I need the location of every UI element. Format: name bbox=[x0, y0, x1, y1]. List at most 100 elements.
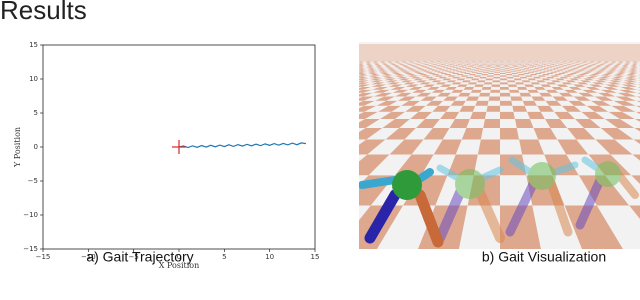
caption-a: a) Gait Trajectory bbox=[86, 249, 193, 265]
floor-tile bbox=[492, 64, 496, 65]
floor-tile bbox=[472, 63, 477, 64]
floor-tile bbox=[485, 62, 489, 63]
floor-tile bbox=[500, 65, 504, 66]
floor-tile bbox=[517, 66, 522, 67]
floor-tile bbox=[329, 84, 347, 87]
floor-tile bbox=[238, 155, 302, 176]
floor-tile bbox=[500, 72, 506, 73]
floor-tile bbox=[489, 62, 493, 63]
floor-tile bbox=[340, 71, 351, 72]
floor-tile bbox=[314, 90, 335, 93]
floor-tile bbox=[264, 155, 323, 176]
floor-tile bbox=[474, 84, 484, 87]
floor-tile bbox=[511, 101, 524, 106]
floor-tile bbox=[479, 70, 485, 71]
floor-tile bbox=[505, 69, 510, 70]
floor-tile bbox=[505, 66, 510, 67]
section-title: Results bbox=[0, 0, 87, 25]
floor-tile bbox=[494, 74, 500, 75]
floor-tile bbox=[479, 77, 487, 79]
floor-tile bbox=[478, 62, 482, 63]
floor-tile bbox=[329, 75, 343, 77]
y-tick-label: −15 bbox=[23, 245, 38, 253]
floor-tile bbox=[342, 77, 356, 79]
floor-tile bbox=[500, 90, 510, 93]
floor-tile bbox=[350, 62, 358, 63]
floor-tile bbox=[290, 112, 324, 119]
floor-tile bbox=[478, 62, 482, 63]
floor-tile bbox=[476, 73, 483, 74]
floor-tile bbox=[339, 66, 348, 67]
floor-tile bbox=[343, 66, 353, 67]
floor-tile bbox=[475, 101, 488, 106]
floor-tile bbox=[343, 74, 356, 75]
floor-tile bbox=[512, 73, 519, 74]
floor-tile bbox=[513, 77, 521, 79]
floor-tile bbox=[473, 77, 481, 79]
floor-tile bbox=[332, 73, 345, 74]
floor-tile bbox=[520, 69, 526, 70]
trajectory-line bbox=[179, 143, 306, 148]
floor-tile bbox=[500, 106, 514, 112]
floor-tile bbox=[521, 65, 526, 66]
floor-tile bbox=[510, 68, 515, 69]
robot-body bbox=[528, 162, 556, 190]
y-tick-label: 10 bbox=[29, 75, 38, 83]
floor-tile bbox=[500, 70, 505, 71]
floor-tile bbox=[478, 140, 500, 155]
floor-tile bbox=[519, 67, 524, 68]
floor-tile bbox=[495, 66, 500, 67]
y-tick-label: 5 bbox=[34, 109, 38, 117]
floor-tile bbox=[517, 72, 523, 73]
floor-tile bbox=[345, 64, 353, 65]
floor-tile bbox=[481, 128, 500, 140]
floor-tile bbox=[311, 93, 334, 97]
floor-tile bbox=[511, 63, 515, 64]
floor-tile bbox=[500, 63, 504, 64]
floor-tile bbox=[488, 74, 495, 75]
floor-tile bbox=[476, 63, 481, 64]
floor-tile bbox=[486, 67, 491, 68]
floor-tile bbox=[290, 155, 345, 176]
floor-tile bbox=[515, 80, 523, 82]
floor-tile bbox=[489, 62, 493, 63]
floor-tile bbox=[492, 63, 496, 64]
floor-tile bbox=[518, 62, 522, 63]
floor-tile bbox=[515, 70, 521, 71]
floor-tile bbox=[509, 66, 514, 67]
floor-tile bbox=[481, 90, 491, 93]
floor-tile bbox=[514, 112, 531, 119]
floor-tile bbox=[481, 74, 488, 75]
floor-tile bbox=[504, 64, 508, 65]
floor-tile bbox=[340, 64, 349, 65]
floor-tile bbox=[515, 69, 521, 70]
y-axis-label: Y Position bbox=[13, 127, 22, 168]
y-tick-label: −5 bbox=[28, 177, 38, 185]
floor-tile bbox=[488, 73, 494, 74]
floor-tile bbox=[346, 63, 354, 64]
floor-tile bbox=[500, 74, 506, 75]
floor-tile bbox=[485, 62, 489, 63]
floor-tile bbox=[472, 71, 478, 72]
floor-tile bbox=[521, 62, 525, 63]
floor-tile bbox=[349, 64, 357, 65]
floor-tile bbox=[348, 66, 357, 67]
floor-tile bbox=[500, 77, 507, 79]
floor-tile bbox=[471, 62, 475, 63]
floor-tile bbox=[514, 78, 522, 80]
floor-tile bbox=[345, 72, 357, 73]
floor-tile bbox=[335, 70, 346, 71]
floor-tile bbox=[279, 140, 328, 155]
floor-tile bbox=[510, 70, 516, 71]
floor-tile bbox=[344, 65, 353, 66]
floor-tile bbox=[337, 74, 350, 75]
floor-tile bbox=[500, 84, 509, 87]
floor-tile bbox=[510, 69, 516, 70]
floor-tile bbox=[518, 74, 525, 75]
floor-tile bbox=[496, 62, 500, 63]
floor-tile bbox=[471, 90, 482, 93]
floor-tile bbox=[508, 63, 512, 64]
floor-tile bbox=[343, 62, 351, 63]
floor-tile bbox=[500, 87, 509, 90]
